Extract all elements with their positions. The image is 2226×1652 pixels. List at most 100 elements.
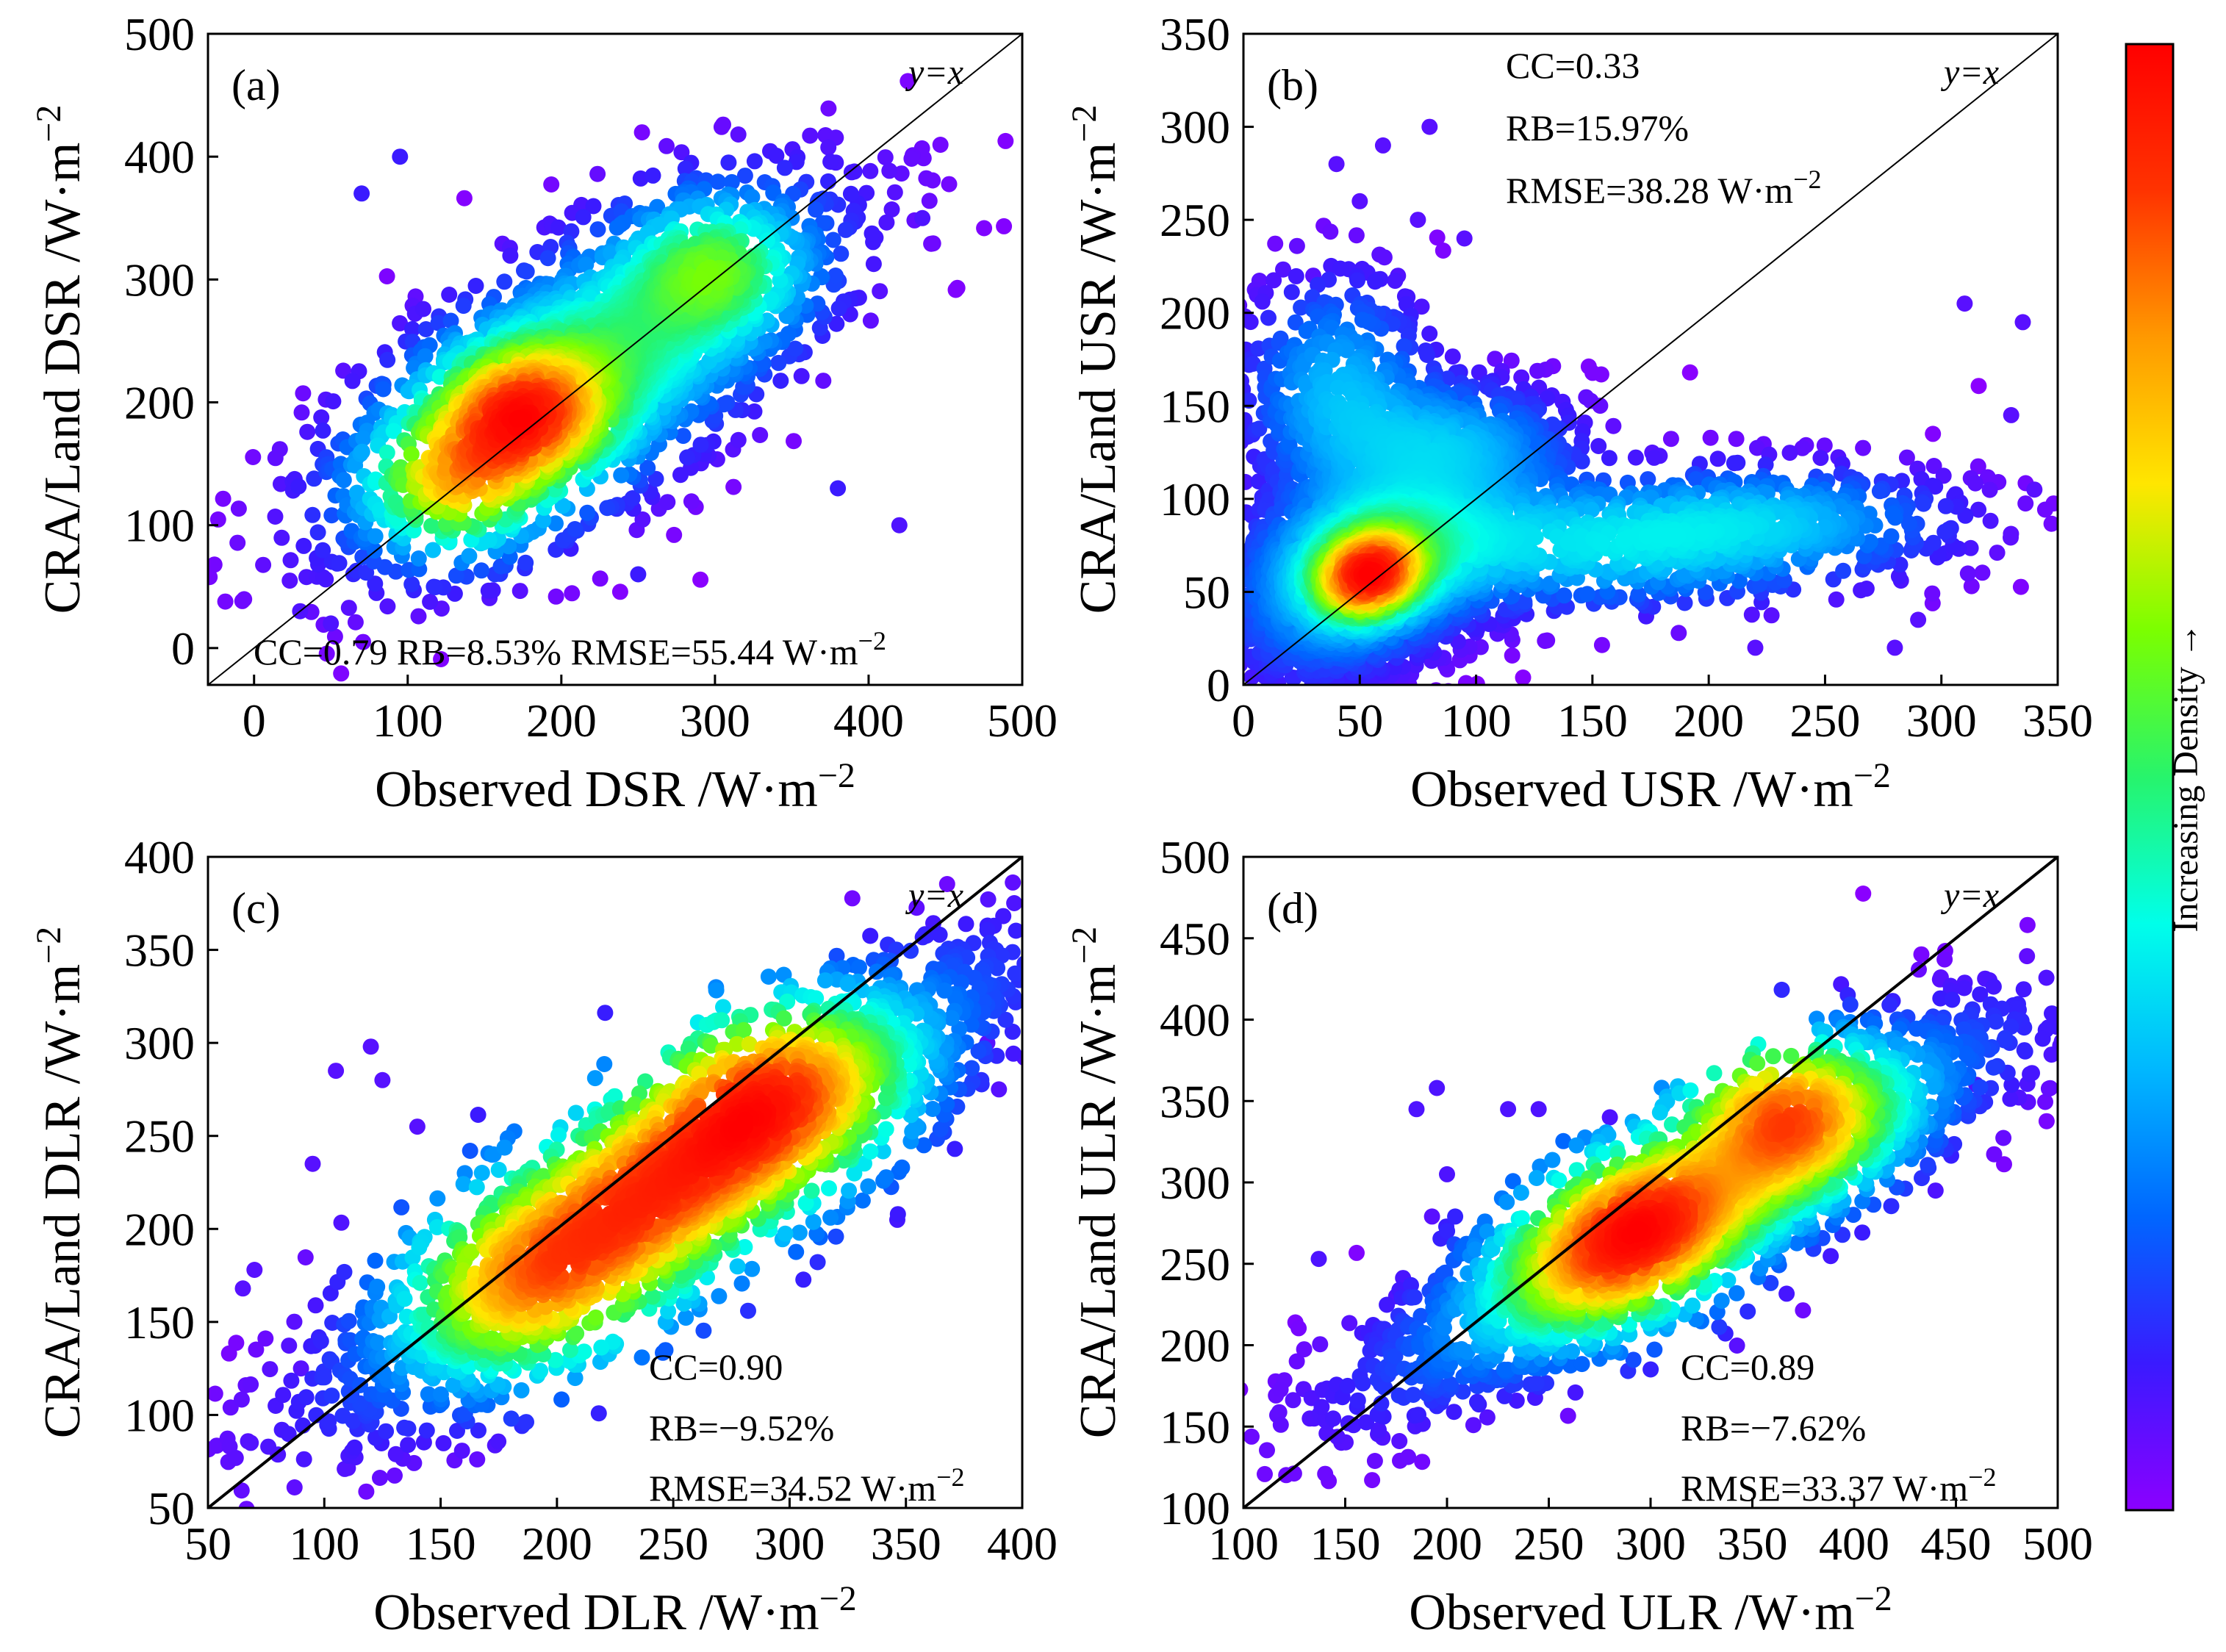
scatter-point [1709, 450, 1726, 467]
scatter-point [433, 651, 450, 667]
scatter-point [1160, 610, 1176, 626]
scatter-point [1584, 364, 1601, 381]
scatter-point [456, 190, 473, 206]
scatter-point [947, 281, 964, 298]
scatter-point [864, 225, 880, 242]
scatter-point [1487, 351, 1504, 367]
scatter-point [353, 185, 370, 202]
scatter-point [323, 615, 340, 632]
scatter-point [1835, 562, 1852, 579]
scatter-point [752, 427, 769, 443]
scatter-point [304, 506, 321, 523]
scatter-point [550, 219, 567, 236]
scatter-point [608, 219, 625, 236]
scatter-point [2017, 495, 2034, 512]
scatter-point [893, 165, 910, 182]
scatter-point [1307, 698, 1324, 714]
scatter-point [872, 283, 888, 300]
scatter-point [355, 633, 372, 650]
scatter-point [404, 320, 420, 337]
scatter-point [295, 537, 312, 554]
scatter-point [1419, 347, 1435, 363]
scatter-point [891, 517, 908, 534]
scatter-point [1963, 578, 1980, 595]
scatter-point [611, 583, 628, 600]
scatter-point [744, 189, 761, 206]
scatter-point [1670, 625, 1687, 642]
reference-line [207, 33, 1023, 686]
scatter-point [1216, 544, 1232, 560]
scatter-point [1292, 750, 1308, 766]
scatter-point [715, 396, 732, 413]
scatter-point [1393, 697, 1409, 713]
scatter-point [1224, 453, 1241, 470]
scatter-point [1259, 697, 1275, 714]
x-tick-label: 200 [526, 694, 597, 747]
scatter-point [1185, 694, 1201, 711]
scatter-point [1220, 539, 1236, 556]
scatter-point [886, 184, 903, 201]
scatter-point [1183, 661, 1199, 678]
scatter-point [658, 137, 675, 154]
scatter-point [1794, 439, 1811, 456]
scatter-point [634, 511, 651, 528]
scatter-point [1251, 420, 1268, 437]
scatter-point [290, 478, 307, 495]
scatter-point [1376, 249, 1393, 266]
scatter-point [941, 176, 958, 193]
scatter-point [1640, 471, 1656, 488]
scatter-point [825, 231, 841, 248]
scatter-point [306, 470, 323, 487]
scatter-point [1681, 364, 1698, 381]
scatter-point [592, 570, 608, 587]
scatter-point [480, 582, 497, 599]
scatter-point [997, 132, 1014, 149]
scatter-point [215, 490, 231, 507]
scatter-point [1886, 639, 1903, 656]
scatter-point [1982, 512, 1999, 529]
scatter-point [1855, 439, 1872, 456]
scatter-point [2036, 501, 2053, 518]
scatter-point [1816, 437, 1833, 454]
scatter-point [325, 393, 342, 410]
y-tick-label: 0 [171, 622, 195, 675]
scatter-point [1167, 619, 1183, 635]
scatter-point [410, 550, 427, 567]
scatter-point [647, 470, 664, 487]
scatter-point [1275, 261, 1291, 278]
scatter-point [976, 220, 993, 237]
scatter-point [1967, 475, 1983, 492]
scatter-point [442, 312, 459, 329]
scatter-point [1113, 672, 1130, 689]
scatter-point [430, 315, 447, 331]
scatter-point [1271, 689, 1288, 705]
scatter-point [1332, 260, 1349, 277]
scatter-point [1288, 691, 1304, 707]
scatter-point [385, 423, 402, 439]
scatter-point [1962, 539, 1979, 556]
scatter-point [651, 216, 668, 233]
scatter-point [473, 562, 490, 579]
scatter-point [392, 315, 409, 331]
scatter-point [1215, 534, 1231, 550]
scatter-point [820, 139, 837, 156]
panel-b: 0 50 100 150 200 250 300 3500501001502002503003… [1065, 8, 2094, 818]
scatter-point [245, 449, 262, 465]
scatter-point [1351, 193, 1368, 209]
scatter-point [417, 321, 434, 337]
scatter-point [862, 162, 879, 179]
scatter-point [1728, 431, 1745, 448]
scatter-point [1267, 235, 1284, 252]
scatter-point [266, 696, 282, 712]
scatter-point [1539, 632, 1556, 649]
scatter-point [315, 422, 331, 439]
scatter-point [331, 555, 348, 572]
scatter-point [267, 509, 284, 525]
scatter-point [1214, 364, 1230, 380]
scatter-point [1313, 719, 1329, 735]
scatter-point [1136, 684, 1152, 700]
scatter-point [299, 423, 316, 440]
scatter-point [1645, 449, 1662, 466]
scatter-point [723, 173, 740, 190]
scatter-point [448, 567, 464, 584]
